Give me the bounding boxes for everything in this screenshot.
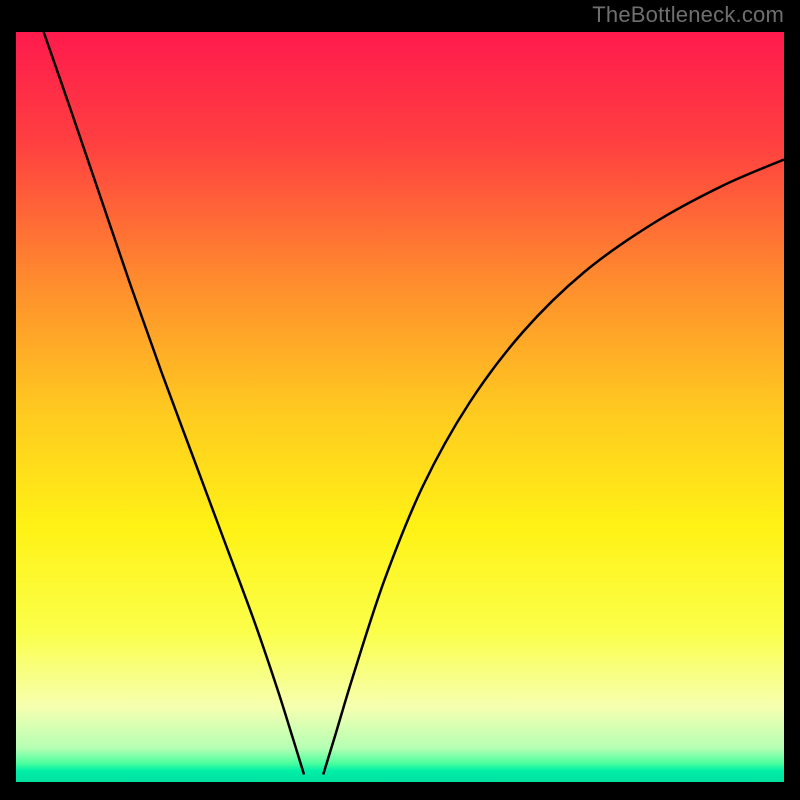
chart-frame: TheBottleneck.com xyxy=(0,0,800,800)
gradient-background xyxy=(16,32,784,782)
bottleneck-chart xyxy=(16,32,784,782)
watermark-text: TheBottleneck.com xyxy=(592,2,784,28)
